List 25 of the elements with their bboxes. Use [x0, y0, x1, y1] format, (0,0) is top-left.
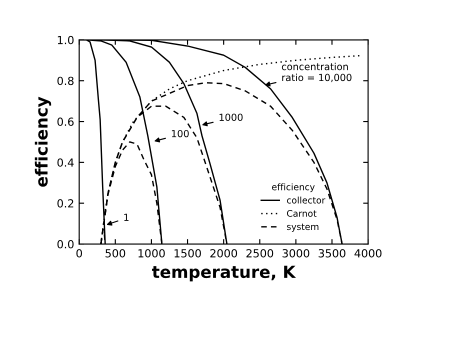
y-tick-label: 0.6	[57, 118, 74, 126]
y-tick-label: 0.4	[57, 158, 74, 167]
annotation: 1000	[220, 114, 243, 121]
x-tick-label: 1500	[174, 249, 201, 258]
x-tick-label: 0	[76, 249, 82, 258]
x-tick-label: 2000	[210, 249, 238, 258]
legend-label: system	[287, 224, 318, 232]
annotation: 1	[124, 214, 128, 221]
x-tick-label: 3000	[282, 249, 310, 258]
y-tick-label: 0.2	[57, 199, 74, 208]
x-axis-title: temperature, K	[152, 266, 296, 282]
y-tick-label: 1.0	[58, 36, 74, 44]
legend-label: collector	[287, 196, 326, 204]
legend-title: efficiency	[272, 183, 315, 192]
x-tick-label: 4000	[354, 249, 382, 258]
annotation: concentration ratio = 10,000	[282, 62, 352, 82]
annotation: 100	[172, 130, 189, 138]
x-tick-label: 2500	[246, 249, 274, 258]
legend-label: Carnot	[287, 210, 316, 217]
x-tick-label: 500	[106, 249, 126, 258]
y-tick-label: 0.0	[57, 240, 74, 248]
x-tick-label: 3500	[318, 249, 346, 258]
x-tick-label: 1000	[138, 249, 165, 258]
y-tick-label: 0.8	[57, 76, 74, 86]
y-axis-title: efficiency	[34, 96, 52, 187]
